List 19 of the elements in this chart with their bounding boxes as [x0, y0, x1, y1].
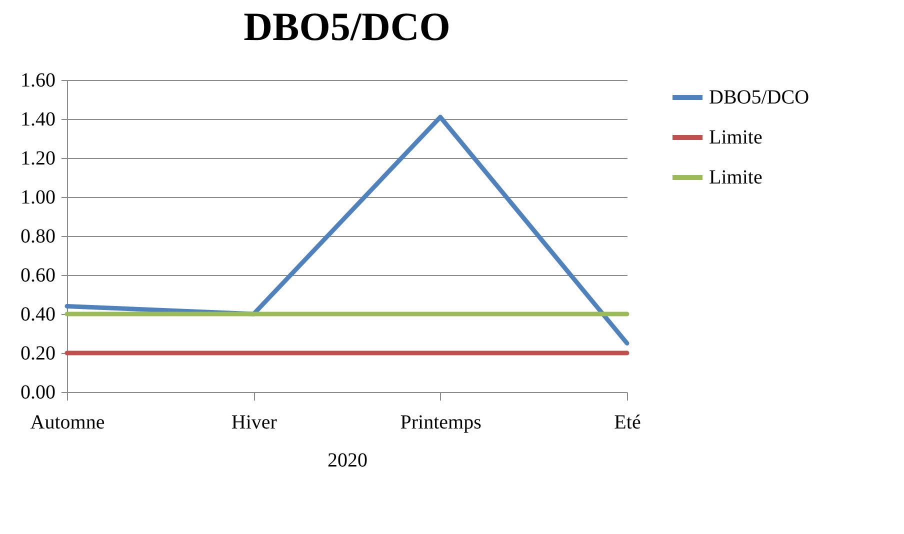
y-tick-label: 0.40 [20, 304, 56, 326]
x-tick-label: Hiver [231, 412, 278, 434]
chart-title: DBO5/DCO [244, 4, 450, 49]
x-axis-title: 2020 [328, 450, 368, 472]
legend-label: Limite [709, 126, 762, 148]
y-tick-label: 0.60 [20, 264, 56, 286]
y-tick-label: 0.80 [20, 226, 56, 248]
x-tick-label: Printemps [400, 412, 482, 434]
y-tick-label: 1.40 [20, 108, 56, 130]
legend-label: Limite [709, 166, 762, 188]
line-series [64, 114, 630, 346]
y-tick-label: 0.00 [20, 382, 56, 404]
y-tick-label: 0.20 [20, 342, 56, 364]
legend-label: DBO5/DCO [709, 86, 810, 108]
x-tick-label: Automne [30, 412, 105, 434]
y-tick-label: 1.60 [20, 70, 56, 92]
x-tick-label: Eté [614, 412, 641, 434]
y-tick-label: 1.20 [20, 148, 56, 170]
y-tick-label: 1.00 [20, 186, 56, 208]
